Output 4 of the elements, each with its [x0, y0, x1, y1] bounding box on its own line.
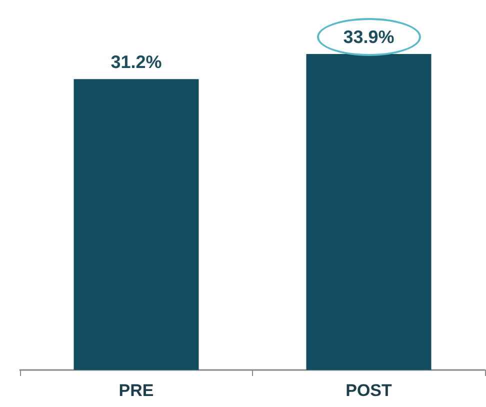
- data-label: 31.2%: [110, 52, 162, 72]
- x-tick-label: PRE: [118, 381, 154, 400]
- x-tick-label: POST: [346, 381, 392, 400]
- data-label: 33.9%: [343, 27, 394, 47]
